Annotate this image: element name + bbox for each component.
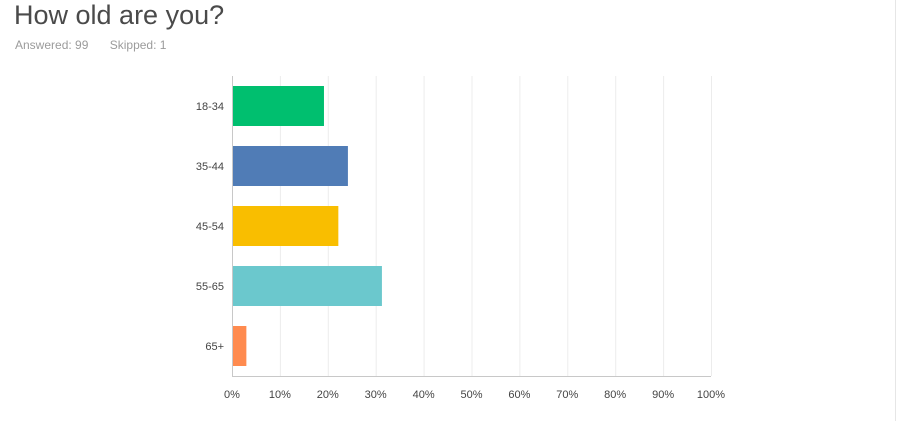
bars — [232, 86, 382, 366]
bar-45-54 — [232, 206, 339, 246]
category-label: 45-54 — [196, 221, 224, 233]
axis-labels: 0% 10% 20% 30% 40% 50% 60% 70% 80% 90% 100% 18-34 35… — [196, 101, 725, 401]
response-stats: Answered: 99 Skipped: 1 — [15, 38, 184, 52]
category-label: 55-65 — [196, 281, 224, 293]
x-tick-label: 60% — [508, 389, 530, 401]
x-tick-label: 30% — [365, 389, 387, 401]
bar-55-65 — [232, 266, 382, 306]
x-tick-label: 80% — [604, 389, 626, 401]
question-title: How old are you? — [14, 0, 225, 30]
skipped-count: Skipped: 1 — [109, 38, 167, 52]
x-tick-label: 50% — [460, 389, 482, 401]
x-tick-label: 90% — [652, 389, 674, 401]
x-tick-label: 0% — [224, 389, 240, 401]
panel-divider — [895, 0, 896, 421]
x-tick-label: 40% — [413, 389, 435, 401]
axes — [232, 76, 711, 377]
bar-18-34 — [232, 86, 324, 126]
answered-count: Answered: 99 — [15, 38, 89, 52]
bar-65-plus — [232, 326, 247, 366]
gridlines — [279, 76, 712, 376]
x-tick-label: 20% — [317, 389, 339, 401]
category-label: 35-44 — [196, 161, 224, 173]
category-label: 65+ — [205, 341, 224, 353]
x-tick-label: 100% — [697, 389, 725, 401]
category-label: 18-34 — [196, 101, 224, 113]
bar-35-44 — [232, 146, 348, 186]
x-tick-label: 70% — [556, 389, 578, 401]
x-tick-label: 10% — [269, 389, 291, 401]
